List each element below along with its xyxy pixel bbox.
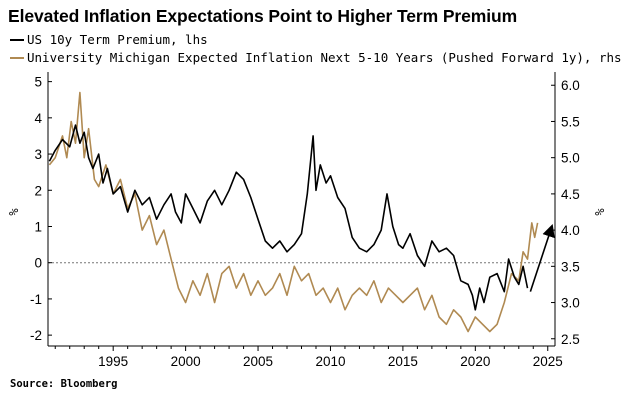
y-left-tick-label: -2 (30, 328, 42, 343)
x-tick-label: 2015 (388, 354, 418, 369)
y-left-tick-label: -1 (30, 292, 42, 307)
legend-label-term-premium: US 10y Term Premium, lhs (27, 32, 208, 47)
y-right-tick-label: 5.5 (561, 114, 580, 129)
legend-label-inflation: University Michigan Expected Inflation N… (27, 50, 621, 65)
x-tick-label: 2005 (243, 354, 273, 369)
legend-swatch-inflation (10, 56, 24, 59)
legend-item-inflation: University Michigan Expected Inflation N… (10, 50, 621, 65)
y-left-tick-label: 3 (34, 147, 42, 162)
y-axis-right-label: % (593, 208, 607, 216)
y-right-tick-label: 4.0 (561, 223, 580, 238)
x-tick-label: 2010 (315, 354, 345, 369)
x-tick-label: 1995 (98, 354, 128, 369)
y-right-tick-label: 3.5 (561, 259, 580, 274)
y-left-tick-label: 4 (34, 111, 42, 126)
trend-arrow (529, 224, 555, 292)
y-left-tick-label: 2 (34, 183, 42, 198)
x-tick-label: 2000 (171, 354, 201, 369)
series-line-term-premium (48, 124, 529, 311)
x-tick-label: 2025 (533, 354, 563, 369)
y-right-tick-label: 5.0 (561, 151, 580, 166)
y-right-tick-label: 4.5 (561, 187, 580, 202)
source-note: Source: Bloomberg (10, 378, 118, 390)
y-right-tick-label: 3.0 (561, 296, 580, 311)
y-right-tick-label: 6.0 (561, 78, 580, 93)
legend-swatch-term-premium (10, 38, 24, 41)
x-tick-label: 2020 (460, 354, 490, 369)
y-left-tick-label: 0 (34, 256, 42, 271)
legend-item-term-premium: US 10y Term Premium, lhs (10, 32, 208, 47)
y-left-tick-label: 5 (34, 75, 42, 90)
chart-title: Elevated Inflation Expectations Point to… (8, 6, 518, 26)
series-line-inflation (48, 91, 539, 333)
y-axis-left-label: % (7, 208, 21, 216)
y-right-tick-label: 2.5 (561, 332, 580, 347)
y-left-tick-label: 1 (34, 219, 42, 234)
